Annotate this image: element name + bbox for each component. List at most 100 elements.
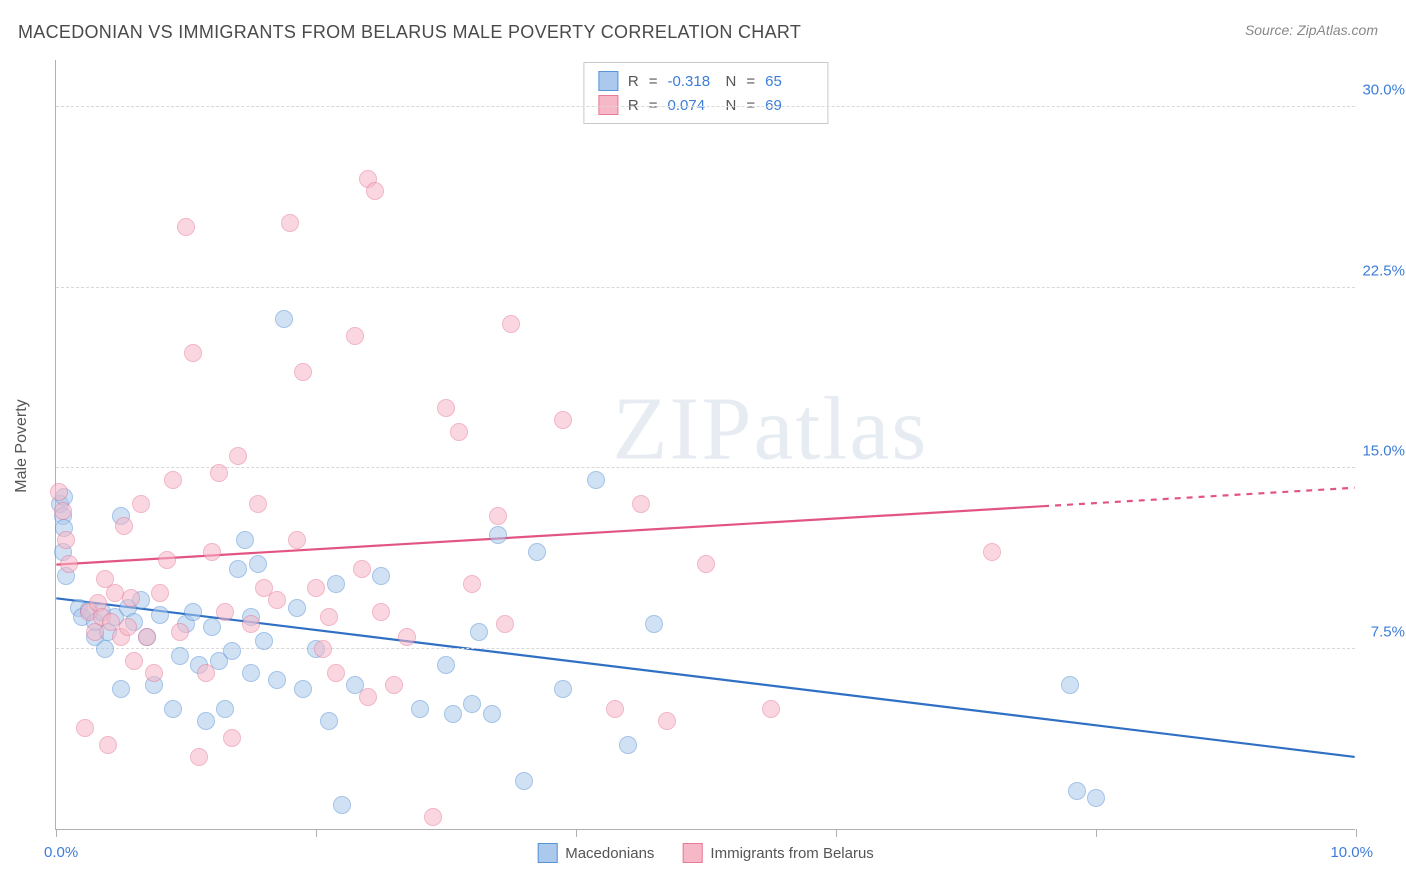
data-point [99,736,117,754]
data-point [372,567,390,585]
data-point [437,399,455,417]
chart-title: MACEDONIAN VS IMMIGRANTS FROM BELARUS MA… [18,22,801,43]
data-point [210,464,228,482]
gridline [56,287,1355,288]
data-point [333,796,351,814]
data-point [229,560,247,578]
data-point [203,618,221,636]
data-point [320,712,338,730]
gridline [56,467,1355,468]
data-point [327,575,345,593]
data-point [424,808,442,826]
data-point [327,664,345,682]
data-point [177,218,195,236]
data-point [1061,676,1079,694]
data-point [346,327,364,345]
series-swatch [598,71,618,91]
data-point [249,495,267,513]
x-tick [1356,829,1357,837]
stat-row: R = -0.318 N = 65 [598,69,813,93]
data-point [223,729,241,747]
data-point [184,603,202,621]
data-point [115,517,133,535]
data-point [554,680,572,698]
legend-item: Macedonians [537,843,654,863]
data-point [606,700,624,718]
x-tick [56,829,57,837]
data-point [983,543,1001,561]
data-point [359,688,377,706]
data-point [489,526,507,544]
legend: Macedonians Immigrants from Belarus [537,843,874,863]
data-point [645,615,663,633]
y-tick-label: 15.0% [1362,443,1405,460]
data-point [268,591,286,609]
data-point [489,507,507,525]
data-point [658,712,676,730]
data-point [50,483,68,501]
data-point [151,584,169,602]
data-point [216,603,234,621]
data-point [502,315,520,333]
data-point [122,589,140,607]
series-swatch [598,95,618,115]
data-point [76,719,94,737]
data-point [223,642,241,660]
x-tick [1096,829,1097,837]
x-tick [316,829,317,837]
data-point [171,623,189,641]
data-point [145,664,163,682]
y-tick-label: 22.5% [1362,262,1405,279]
data-point [184,344,202,362]
y-tick-label: 30.0% [1362,82,1405,99]
data-point [697,555,715,573]
watermark: ZIPatlas [612,378,928,481]
data-point [314,640,332,658]
data-point [463,695,481,713]
data-point [138,628,156,646]
y-axis-title: Male Poverty [13,399,31,492]
trend-lines [56,60,1355,829]
data-point [125,652,143,670]
gridline [56,648,1355,649]
data-point [158,551,176,569]
data-point [385,676,403,694]
data-point [496,615,514,633]
data-point [294,363,312,381]
data-point [151,606,169,624]
stat-row: R = 0.074 N = 69 [598,93,813,117]
data-point [275,310,293,328]
data-point [236,531,254,549]
correlation-chart: MACEDONIAN VS IMMIGRANTS FROM BELARUS MA… [0,0,1406,892]
data-point [106,584,124,602]
data-point [164,700,182,718]
data-point [281,214,299,232]
data-point [119,618,137,636]
data-point [554,411,572,429]
data-point [242,664,260,682]
data-point [216,700,234,718]
data-point [632,495,650,513]
data-point [164,471,182,489]
legend-item: Immigrants from Belarus [682,843,873,863]
x-axis-max-label: 10.0% [1330,844,1373,861]
data-point [190,748,208,766]
data-point [57,531,75,549]
data-point [1068,782,1086,800]
data-point [470,623,488,641]
x-axis-min-label: 0.0% [44,844,78,861]
data-point [515,772,533,790]
data-point [463,575,481,593]
data-point [132,495,150,513]
data-point [366,182,384,200]
data-point [483,705,501,723]
data-point [444,705,462,723]
data-point [288,531,306,549]
y-tick-label: 7.5% [1371,623,1405,640]
data-point [353,560,371,578]
legend-swatch [682,843,702,863]
data-point [450,423,468,441]
data-point [54,502,72,520]
data-point [197,712,215,730]
source-label: Source: ZipAtlas.com [1245,22,1378,38]
